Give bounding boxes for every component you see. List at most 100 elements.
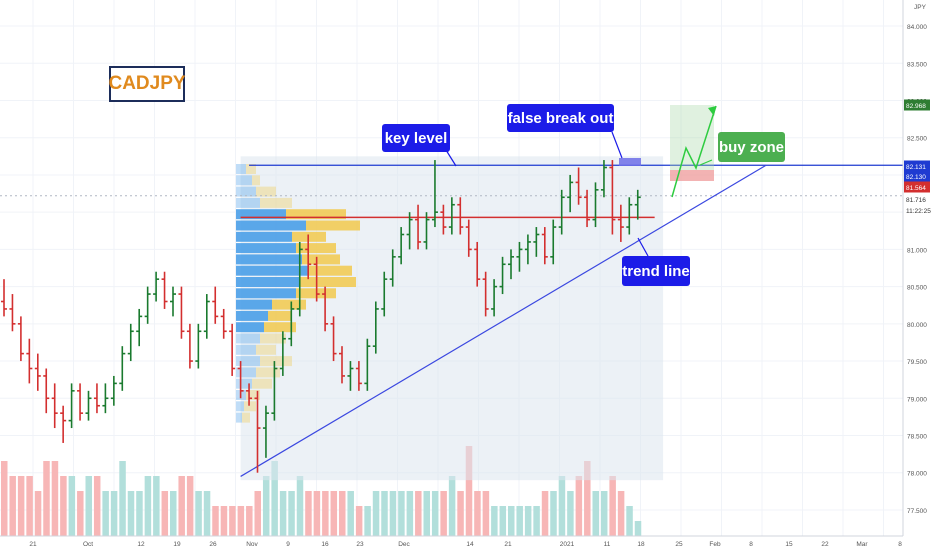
ohlc-bars [1,160,641,473]
vp-down-bar [308,265,352,276]
ohlc-bar [68,383,75,429]
volume-bar [524,506,532,536]
ohlc-bar [398,227,405,265]
ohlc-bar [212,286,219,324]
ohlc-bar [524,234,531,265]
ohlc-bar [440,204,447,235]
vp-down-bar [246,390,260,400]
volume-bar [60,476,67,536]
ohlc-bar [51,383,58,429]
price-tick-label: 84.000 [907,24,927,31]
volume-bars [1,446,642,536]
buy-zone-callout: buy zone [718,132,785,162]
time-tick-label: 8 [898,541,902,548]
volume-bar [339,491,346,536]
time-tick-label: 11 [604,541,611,548]
vp-down-bar [260,356,292,367]
volume-bar [288,491,295,536]
vp-down-bar [268,310,292,321]
vp-down-bar [264,322,296,333]
vp-up-bar [236,243,296,254]
price-tick-label: 81.000 [907,247,927,254]
volume-bar [516,506,523,536]
vp-up-bar [236,412,242,423]
vp-up-bar [236,401,244,412]
vp-down-bar [246,164,256,174]
volume-bar [34,491,42,536]
vp-up-bar [236,265,308,276]
volume-bar [85,476,92,536]
projection-arrow [708,106,716,116]
ohlc-bar [305,234,312,280]
ohlc-bar [254,390,261,473]
volume-bar [296,476,304,536]
ohlc-bar [415,204,422,250]
vp-down-bar [272,299,306,310]
volume-bar [567,491,574,536]
time-tick-label: Mar [856,541,868,548]
ohlc-bar [229,323,236,376]
volume-bar [161,491,169,536]
volume-bar [93,476,101,536]
price-tick-label: 83.500 [907,61,927,68]
vp-down-bar [296,243,336,254]
volume-bar [634,521,642,536]
volume-bar [77,491,84,536]
vp-up-bar [236,231,292,242]
ohlc-bar [262,405,269,458]
vp-down-bar [300,277,356,287]
ohlc-bar [170,286,176,317]
volume-bar [398,491,405,536]
trend-line [240,164,767,477]
stop-box [670,170,714,181]
ohlc-bar [609,160,616,235]
time-tick-label: 15 [785,541,793,548]
ohlc-bar [220,308,227,339]
volume-bar [626,506,633,536]
price-tag-key-level-2-bg [904,170,930,182]
ohlc-bar [26,338,33,384]
time-tick-label: Feb [709,541,721,548]
volume-bar [43,461,50,536]
volume-bar [491,506,498,536]
key-level-pointer [445,149,457,167]
price-tick-label: 78.000 [907,471,927,478]
volume-bar [609,476,616,536]
ohlc-bar [186,323,193,369]
volume-bar [322,491,329,536]
ohlc-bar [355,361,362,391]
vp-up-bar [236,378,252,389]
volume-bar [533,506,540,536]
volume-bar [51,461,59,536]
volume-bar [415,491,422,536]
ohlc-bar [313,256,320,302]
ohlc-bar [533,227,540,257]
volume-bar [17,476,25,536]
vp-up-bar [236,254,302,265]
ohlc-bar [296,241,303,317]
time-tick-label: 22 [821,541,829,548]
trend-line-pointer [637,237,649,257]
time-tick-label: 2021 [560,541,575,548]
time-tick-label: Dec [398,541,410,548]
ohlc-bar [457,197,464,235]
vp-up-bar [236,186,256,197]
volume-bar [575,476,583,536]
vp-up-bar [236,197,260,208]
ohlc-bar [85,390,92,421]
vp-down-bar [256,367,280,378]
vp-up-bar [236,333,260,344]
price-tag-last-bg [904,193,930,205]
ohlc-bar [339,346,345,384]
vp-down-bar [256,344,276,355]
volume-bar [1,461,8,536]
price-tag-countdown-bg [904,204,930,216]
vp-up-bar [236,164,246,174]
ohlc-bar [43,368,50,414]
vp-up-bar [236,367,256,378]
volume-bar [127,491,135,536]
volume-bar [262,476,270,536]
ohlc-bar [60,405,67,443]
volume-bar [186,476,194,536]
